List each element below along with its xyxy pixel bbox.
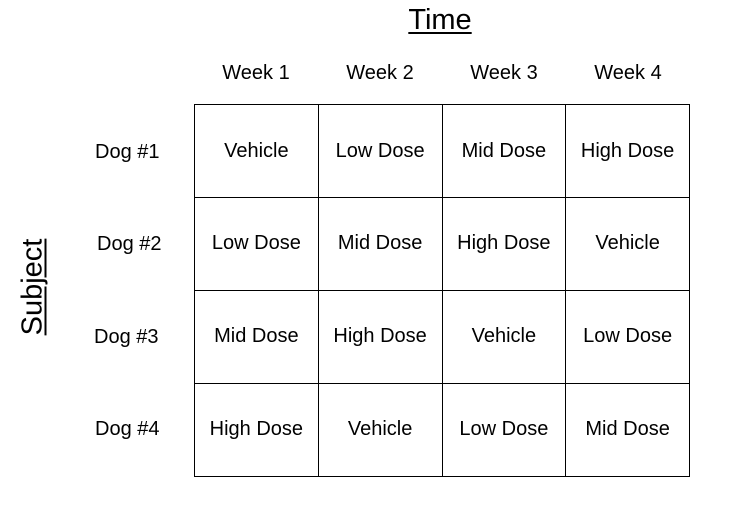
cell-label: Mid Dose bbox=[214, 325, 299, 347]
cell-label: Low Dose bbox=[211, 232, 301, 254]
row-header-dog-3: Dog #3 bbox=[94, 326, 159, 348]
grid-cell: Low Dose bbox=[441, 383, 567, 477]
grid-cell: Vehicle bbox=[441, 290, 567, 384]
column-header-week-1: Week 1 bbox=[222, 62, 290, 84]
grid-cell: Low Dose bbox=[317, 104, 443, 198]
subject-axis-title: Subject bbox=[16, 238, 49, 336]
grid-cell: Mid Dose bbox=[441, 104, 567, 198]
grid-cell: Mid Dose bbox=[565, 383, 690, 477]
crossover-design-grid: Vehicle Low Dose Mid Dose High Dose Low … bbox=[194, 104, 690, 477]
cell-label: Vehicle bbox=[595, 232, 660, 254]
cell-label: Vehicle bbox=[224, 140, 289, 162]
grid-cell: Vehicle bbox=[565, 197, 690, 291]
row-header-dog-4: Dog #4 bbox=[95, 418, 160, 440]
cell-label: Vehicle bbox=[347, 418, 413, 440]
cell-label: High Dose bbox=[580, 140, 675, 162]
grid-cell: High Dose bbox=[441, 197, 567, 291]
cell-label: Mid Dose bbox=[461, 140, 547, 162]
cell-label: Low Dose bbox=[335, 140, 425, 162]
cell-label: Low Dose bbox=[459, 418, 549, 440]
cell-label: Mid Dose bbox=[585, 418, 670, 440]
grid-row-dog-2: Low Dose Mid Dose High Dose Vehicle bbox=[194, 197, 690, 291]
column-header-week-2: Week 2 bbox=[346, 62, 414, 84]
grid-row-dog-1: Vehicle Low Dose Mid Dose High Dose bbox=[194, 104, 690, 198]
column-header-week-3: Week 3 bbox=[470, 62, 538, 84]
grid-cell: Low Dose bbox=[565, 290, 690, 384]
cell-label: High Dose bbox=[209, 418, 304, 440]
cell-label: High Dose bbox=[333, 325, 427, 347]
grid-cell: Vehicle bbox=[194, 104, 319, 198]
row-header-dog-1: Dog #1 bbox=[95, 141, 160, 163]
cell-label: Low Dose bbox=[583, 325, 673, 347]
grid-cell: Vehicle bbox=[317, 383, 443, 477]
time-axis-title: Time bbox=[408, 4, 472, 36]
grid-cell: High Dose bbox=[317, 290, 443, 384]
cell-label: Vehicle bbox=[471, 325, 537, 347]
cell-label: High Dose bbox=[457, 232, 551, 254]
grid-cell: Mid Dose bbox=[317, 197, 443, 291]
grid-cell: Mid Dose bbox=[194, 290, 319, 384]
grid-cell: Low Dose bbox=[194, 197, 319, 291]
grid-cell: High Dose bbox=[194, 383, 319, 477]
cell-label: Mid Dose bbox=[337, 232, 423, 254]
grid-cell: High Dose bbox=[565, 104, 690, 198]
row-header-dog-2: Dog #2 bbox=[97, 233, 162, 255]
grid-row-dog-4: High Dose Vehicle Low Dose Mid Dose bbox=[194, 383, 690, 477]
column-header-week-4: Week 4 bbox=[594, 62, 662, 84]
grid-row-dog-3: Mid Dose High Dose Vehicle Low Dose bbox=[194, 290, 690, 384]
